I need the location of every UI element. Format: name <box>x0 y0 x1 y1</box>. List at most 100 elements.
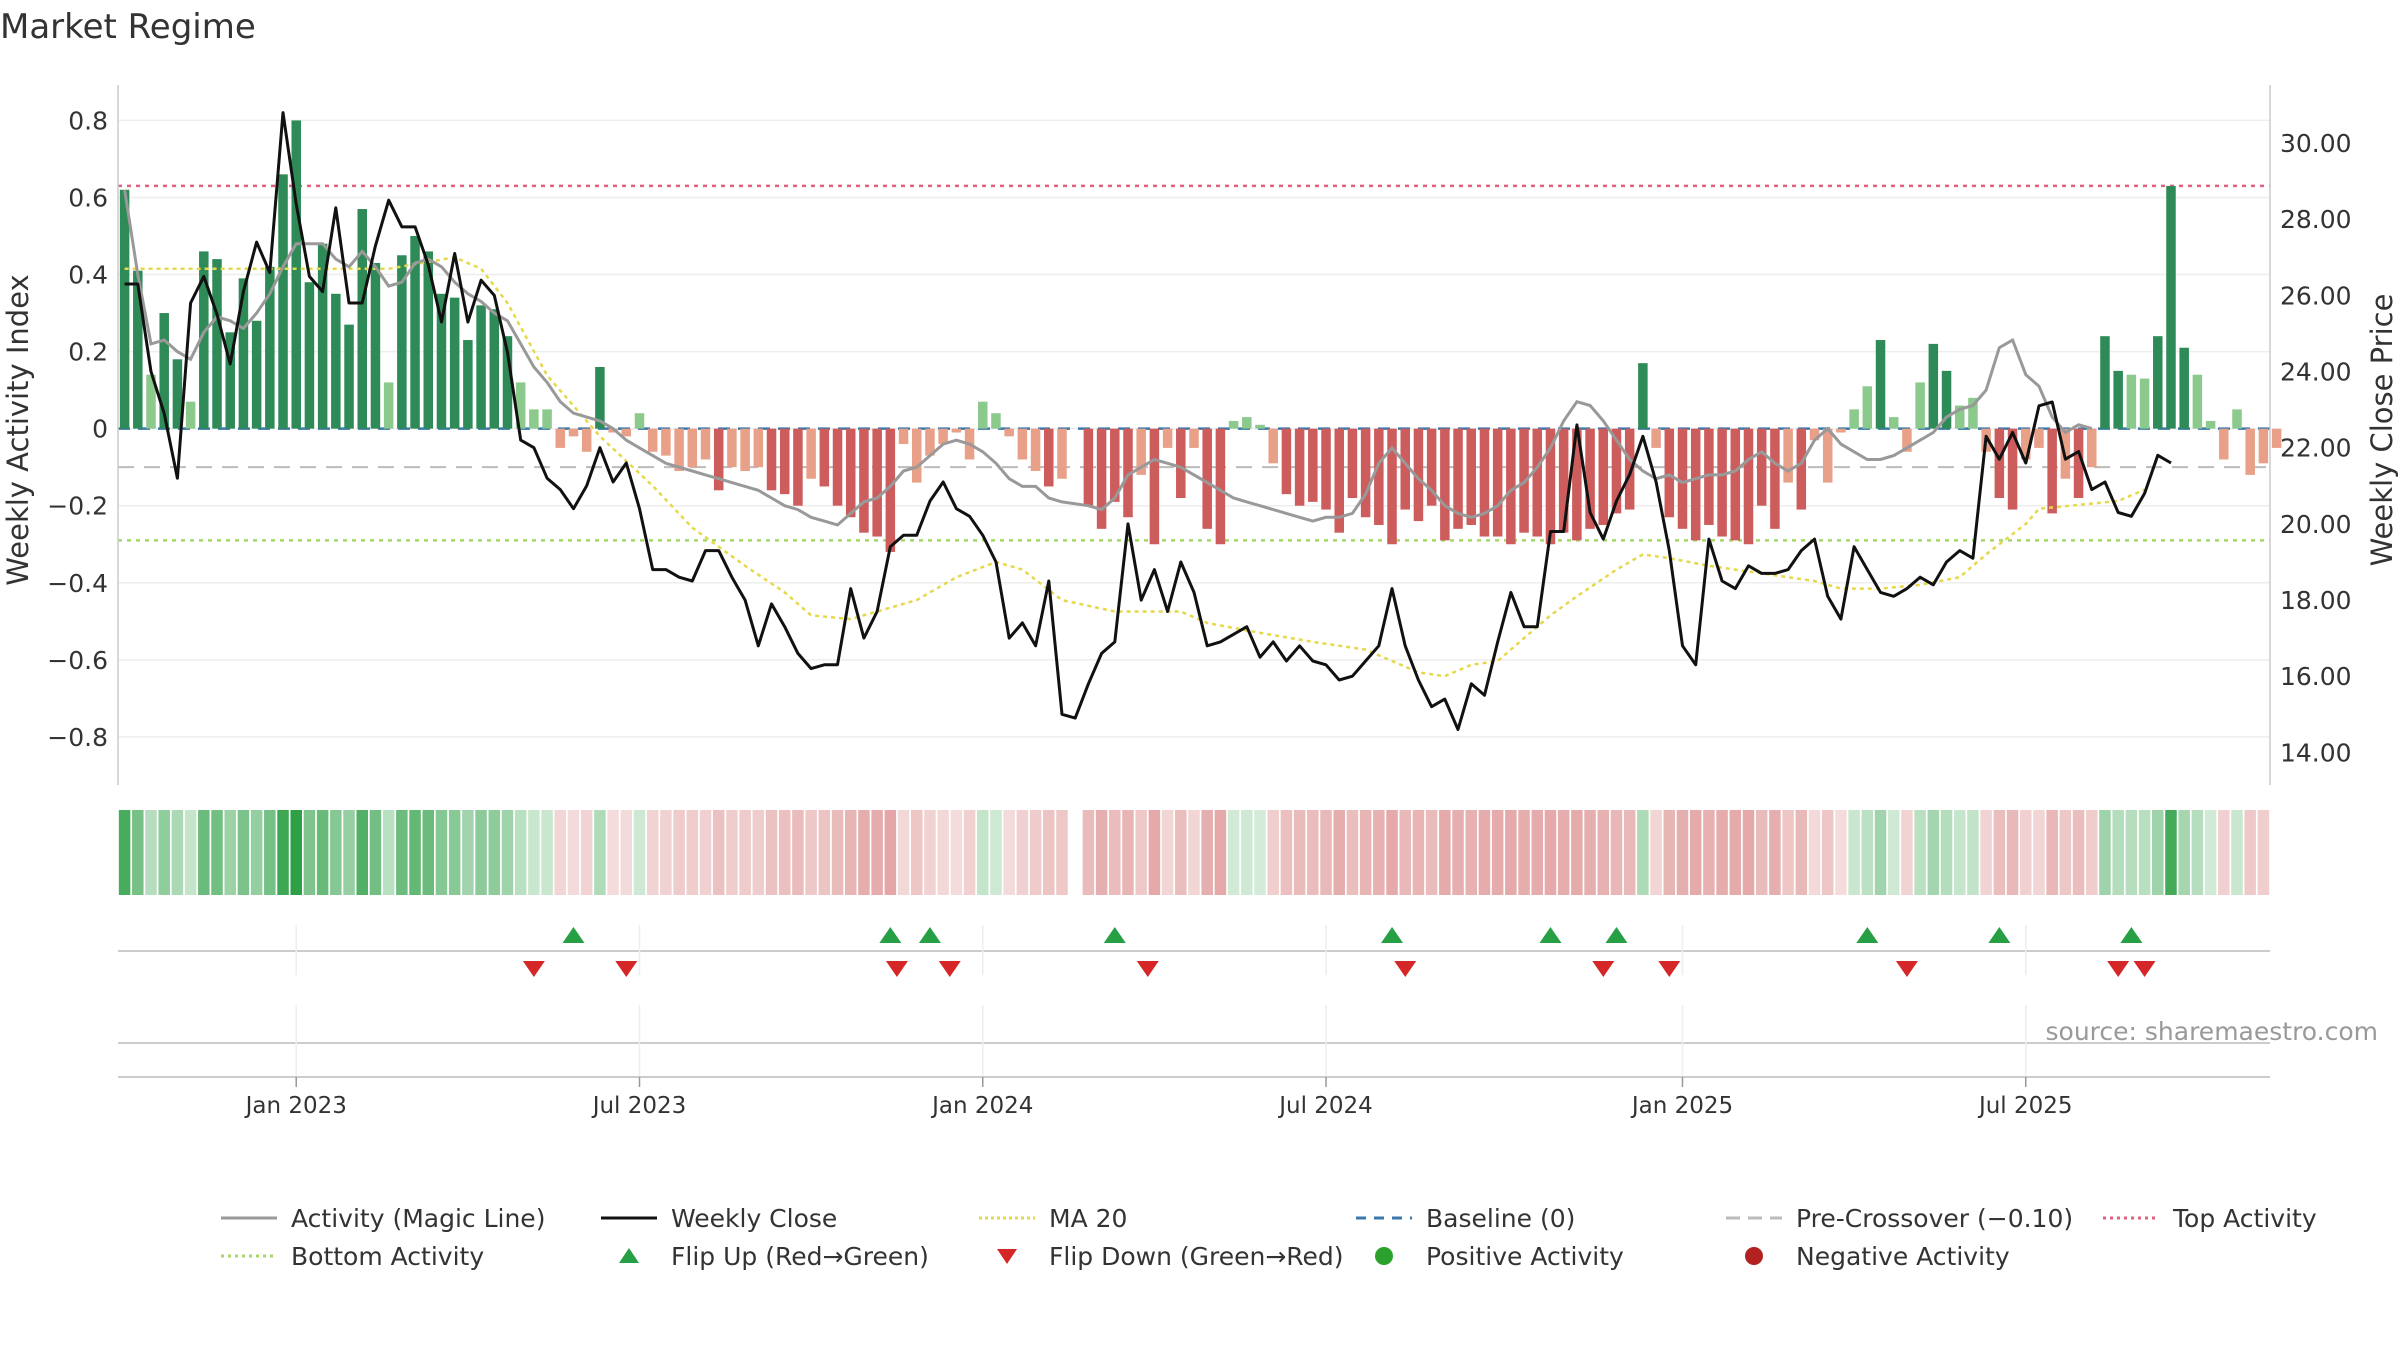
regime-strip-cell <box>1095 810 1108 895</box>
regime-strip-cell <box>1122 810 1134 895</box>
activity-bar <box>647 428 658 452</box>
activity-bar <box>1044 428 1054 487</box>
activity-bar <box>911 428 922 483</box>
activity-bar <box>2007 428 2018 510</box>
regime-strip-cell <box>699 810 712 895</box>
x-tick-label: Jan 2023 <box>244 1093 347 1119</box>
regime-strip-cell <box>884 810 897 895</box>
regime-strip-cell <box>739 810 751 895</box>
activity-bar <box>436 293 447 429</box>
legend-item: Negative Activity <box>1720 1238 2010 1274</box>
regime-strip-cell <box>2165 810 2177 895</box>
activity-bar <box>1228 420 1239 429</box>
regime-strip-cell <box>462 810 474 895</box>
activity-bar <box>304 282 315 429</box>
weekly-close-line <box>124 111 2172 731</box>
right-tick-label: 20.00 <box>2280 510 2352 539</box>
activity-bar <box>1506 428 1516 545</box>
regime-strip-cell <box>1307 810 1319 895</box>
activity-bar <box>515 382 526 429</box>
activity-bar <box>1849 409 1859 429</box>
activity-bar <box>2219 428 2229 460</box>
regime-strip-cell <box>1808 810 1821 895</box>
activity-bar <box>674 428 684 472</box>
regime-strip-cell <box>897 810 910 895</box>
right-y-axis: 30.00 28.00 26.00 24.00 22.00 20.00 18.00 16.00… <box>2269 85 2352 785</box>
regime-strip-cell <box>1755 810 1768 895</box>
activity-bar <box>1110 428 1120 502</box>
activity-bar <box>1189 428 1199 448</box>
regime-strip-cell <box>1188 810 1200 895</box>
regime-strip-cell <box>475 810 487 895</box>
legend-item: Pre-Crossover (−0.10) <box>1720 1200 2073 1236</box>
activity-bar <box>1796 428 1807 510</box>
regime-strip-cell <box>237 810 250 895</box>
regime-strip-cell <box>1940 810 1953 895</box>
activity-bar <box>133 270 143 429</box>
regime-strip-cell <box>1901 810 1913 895</box>
regime-strip-cell <box>1465 810 1478 895</box>
activity-bar <box>1453 428 1463 529</box>
regime-strip-cell <box>567 810 580 895</box>
flip-markers <box>118 925 2270 977</box>
legend-dot-icon <box>1720 1238 1788 1274</box>
activity-bar <box>449 297 460 429</box>
flip-down-marker <box>885 961 908 977</box>
activity-bar <box>2021 428 2031 460</box>
x-tick-label: Jul 2023 <box>591 1093 687 1119</box>
regime-strip-cell <box>303 810 316 895</box>
activity-bar <box>2087 428 2097 468</box>
legend-label: Activity (Magic Line) <box>291 1203 546 1233</box>
regime-strip-cell <box>250 810 263 895</box>
regime-strip-cell <box>118 810 131 895</box>
regime-strip-cell <box>1967 810 1979 895</box>
activity-bar <box>859 428 869 533</box>
activity-bar <box>1730 428 1741 541</box>
activity-bar <box>1440 428 1450 541</box>
x-axis: Jan 2023 Jul 2023 Jan 2024 Jul 2024 Jan 2025… <box>118 1076 2270 1119</box>
flip-down-marker <box>1394 961 1417 977</box>
activity-bar <box>621 428 632 437</box>
activity-bar <box>1545 428 1556 545</box>
left-tick-label: 0.6 <box>68 183 108 212</box>
activity-bar <box>1902 428 1912 452</box>
activity-bar <box>1598 428 1609 525</box>
regime-strip-cell <box>858 810 870 895</box>
regime-strip-cell <box>1584 810 1596 895</box>
activity-bar <box>661 428 671 456</box>
activity-bar <box>251 320 262 429</box>
regime-strip-cell <box>198 810 210 895</box>
activity-bar <box>1532 428 1543 537</box>
regime-strip-cell <box>1333 810 1345 895</box>
activity-bar <box>713 428 724 491</box>
regime-strip-cell <box>1597 810 1610 895</box>
flip-down-marker <box>2107 961 2130 977</box>
regime-strip-cell <box>1478 810 1491 895</box>
regime-strip-cell <box>924 810 936 895</box>
activity-bar <box>1466 428 1477 525</box>
activity-bar <box>1242 417 1252 429</box>
regime-strip-cell <box>1914 810 1926 895</box>
regime-strip-cell <box>646 810 659 895</box>
regime-strip-cell <box>1016 810 1029 895</box>
legend-label: Weekly Close <box>671 1203 838 1233</box>
regime-strip-cell <box>1148 810 1161 895</box>
regime-strip-cell <box>184 810 197 895</box>
legend-item: Bottom Activity <box>215 1238 484 1274</box>
regime-strip-cell <box>1373 810 1385 895</box>
regime-strip-cell <box>831 810 844 895</box>
activity-bar <box>463 340 473 429</box>
activity-bar <box>1255 424 1265 429</box>
regime-strip-cell <box>369 810 382 895</box>
legend-item: Weekly Close <box>595 1200 837 1236</box>
flip-down-marker <box>1895 961 1918 977</box>
legend-label: MA 20 <box>1049 1203 1128 1233</box>
regime-strip-cell <box>633 810 646 895</box>
regime-strip-cell <box>211 810 223 895</box>
regime-strip-cell <box>501 810 514 895</box>
left-tick-label: −0.2 <box>47 492 108 521</box>
activity-bar <box>2245 428 2255 475</box>
activity-bar <box>1994 428 2005 498</box>
regime-strip-cell <box>2138 810 2151 895</box>
regime-strip-cell <box>2218 810 2230 895</box>
